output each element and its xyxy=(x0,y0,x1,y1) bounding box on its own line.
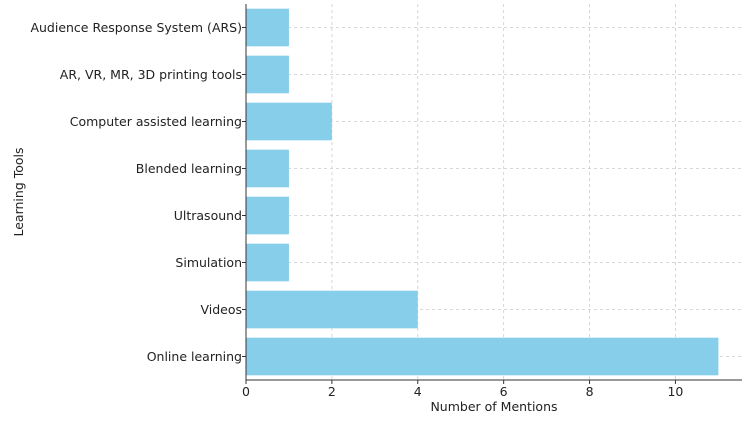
bars xyxy=(246,8,719,376)
x-tick-label: 6 xyxy=(500,384,508,399)
y-tick-label: Ultrasound xyxy=(174,208,242,223)
x-tick-label: 0 xyxy=(242,384,250,399)
x-axis-title: Number of Mentions xyxy=(430,399,557,414)
y-axis-ticks: Online learning Videos Simulation Ultrasoun… xyxy=(30,20,246,364)
y-axis-title: Learning Tools xyxy=(11,147,26,236)
bar xyxy=(246,102,332,141)
y-tick-label: AR, VR, MR, 3D printing tools xyxy=(60,67,242,82)
x-tick-label: 8 xyxy=(586,384,594,399)
y-tick-label: Simulation xyxy=(175,255,242,270)
bar xyxy=(246,55,289,94)
bar xyxy=(246,290,418,329)
y-tick-label: Blended learning xyxy=(136,161,242,176)
bar xyxy=(246,149,289,188)
x-tick-label: 2 xyxy=(328,384,336,399)
bar xyxy=(246,196,289,235)
x-axis-ticks: 0 2 4 6 8 10 xyxy=(242,380,683,399)
x-tick-label: 4 xyxy=(414,384,422,399)
x-tick-label: 10 xyxy=(667,384,683,399)
bar xyxy=(246,8,289,47)
y-tick-label: Audience Response System (ARS) xyxy=(30,20,242,35)
y-tick-label: Online learning xyxy=(147,349,242,364)
bar xyxy=(246,243,289,282)
y-tick-label: Videos xyxy=(200,302,242,317)
bar xyxy=(246,337,719,376)
y-tick-label: Computer assisted learning xyxy=(70,114,242,129)
axes xyxy=(245,4,742,381)
